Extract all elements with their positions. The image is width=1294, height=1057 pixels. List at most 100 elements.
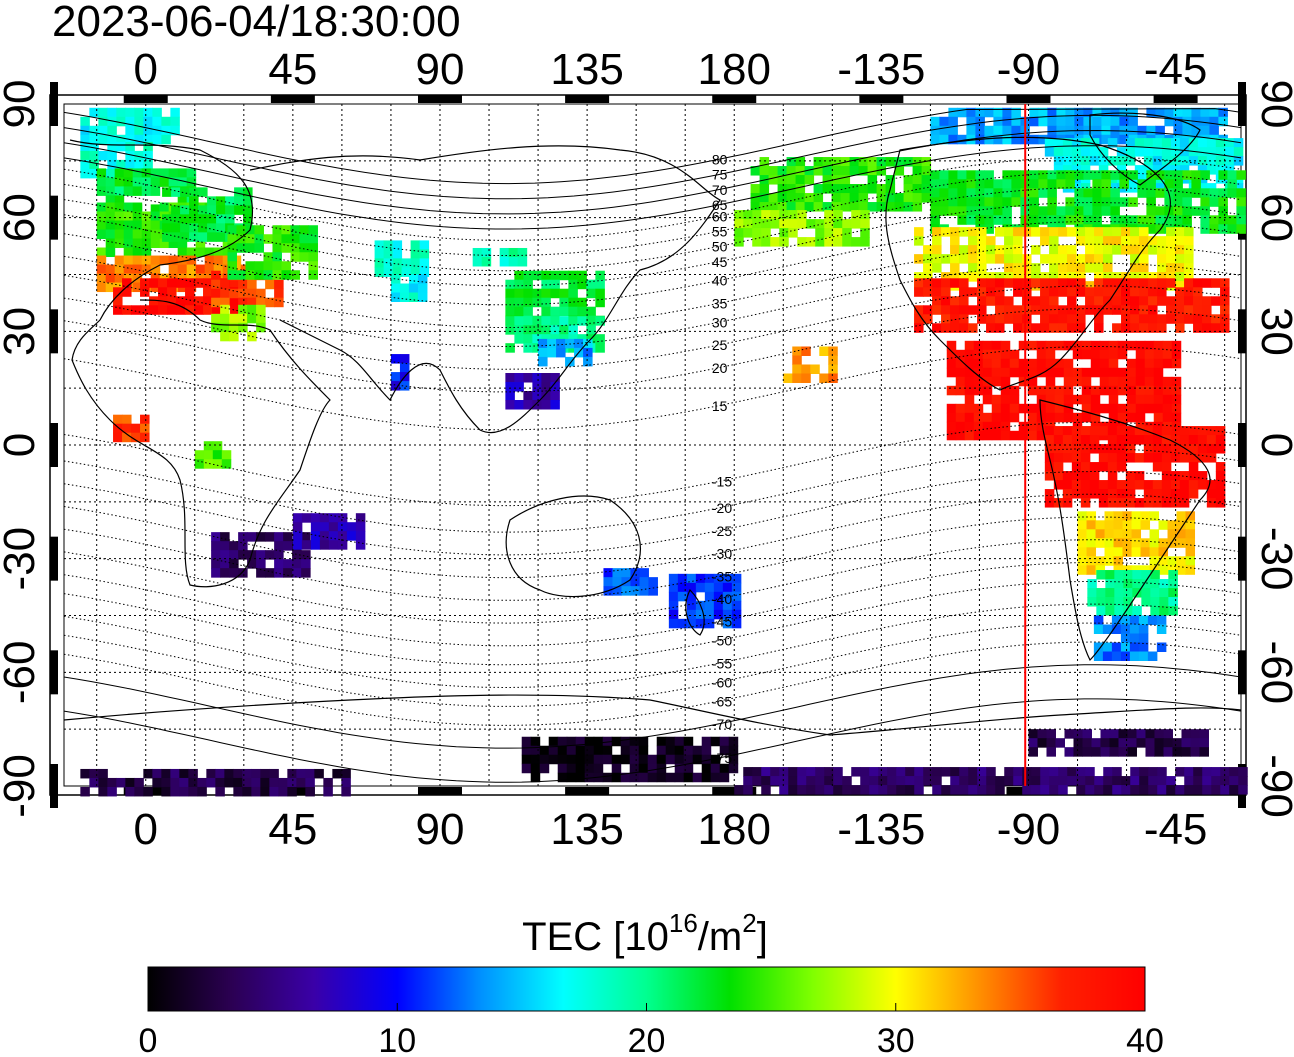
tec-cell <box>213 247 224 258</box>
tec-cell <box>991 349 1002 360</box>
tec-cell <box>150 211 161 222</box>
tec-cell <box>1172 747 1182 757</box>
tec-cell <box>177 168 188 178</box>
tec-cell <box>982 358 993 369</box>
tec-cell <box>840 166 851 176</box>
tec-cell <box>132 229 143 240</box>
frame-bar-top <box>270 95 315 103</box>
tec-cell <box>1162 349 1173 360</box>
tec-cell <box>1179 435 1190 445</box>
tec-cell <box>1121 227 1131 237</box>
tec-cell <box>1206 156 1217 166</box>
tec-cell <box>831 175 842 185</box>
tec-cell <box>995 227 1005 237</box>
tec-cell <box>1085 785 1095 795</box>
frame-bar-bottom <box>417 787 462 795</box>
tec-cell <box>123 238 134 249</box>
tec-cell <box>1095 556 1106 566</box>
tec-cell <box>1027 376 1038 387</box>
tec-cell <box>204 264 215 275</box>
tec-cell <box>211 322 221 333</box>
maglat-label: -65 <box>712 693 732 709</box>
tec-cell <box>105 247 116 258</box>
tec-cell <box>220 288 230 299</box>
tec-cell <box>731 618 742 629</box>
tec-cell <box>1179 471 1190 481</box>
tec-cell <box>930 125 940 136</box>
tec-cell <box>1054 340 1065 351</box>
tec-cell <box>950 776 960 786</box>
tec-cell <box>1058 272 1068 282</box>
tec-cell <box>704 609 715 620</box>
tec-cell <box>114 186 125 196</box>
tec-cell <box>1091 738 1101 748</box>
tec-cell <box>1143 426 1154 436</box>
tec-cell <box>514 316 524 326</box>
tec-cell <box>1090 349 1101 360</box>
tec-cell <box>1215 435 1226 445</box>
tec-cell <box>867 184 878 194</box>
tec-cell <box>557 736 568 747</box>
tec-cell <box>1103 236 1113 246</box>
tec-cell <box>417 274 428 284</box>
tec-cell <box>1063 376 1074 387</box>
tec-cell <box>968 272 978 282</box>
left-lat-label: -90 <box>0 754 44 818</box>
tec-cell <box>955 358 966 369</box>
tec-cell <box>1076 305 1086 315</box>
tec-cell <box>1156 615 1167 625</box>
tec-cell <box>96 177 107 187</box>
tec-cell <box>1191 188 1201 198</box>
tec-cell <box>189 232 199 242</box>
tec-cell <box>274 532 284 542</box>
tec-cell <box>975 125 985 136</box>
tec-cell <box>1105 597 1115 607</box>
tec-cell <box>505 288 515 299</box>
tec-cell <box>1086 520 1097 530</box>
tec-cell <box>539 754 550 765</box>
tec-cell <box>1209 188 1219 198</box>
tec-cell <box>1121 287 1131 297</box>
tec-cell <box>982 421 993 432</box>
tec-cell <box>1002 197 1012 207</box>
tec-cell <box>1188 138 1199 148</box>
tec-cell <box>1099 403 1110 414</box>
tec-cell <box>1031 272 1041 282</box>
tec-cell <box>171 223 181 233</box>
tec-cell <box>1126 358 1137 369</box>
tec-cell <box>1127 747 1137 757</box>
tec-cell <box>955 376 966 387</box>
tec-cell <box>236 270 246 280</box>
tec-cell <box>575 763 586 774</box>
maglat-contour <box>63 156 1242 241</box>
tec-cell <box>247 288 257 299</box>
tec-cell <box>107 168 117 179</box>
tec-cell <box>341 768 351 779</box>
tec-cell <box>1130 236 1140 246</box>
tec-cell <box>263 234 273 244</box>
tec-cell <box>1053 165 1064 175</box>
tec-cell <box>630 577 640 587</box>
tec-cell <box>80 116 90 127</box>
tec-cell <box>141 211 152 222</box>
tec-cell <box>1103 296 1113 306</box>
tec-cell <box>1118 729 1128 739</box>
tec-cell <box>1031 305 1041 315</box>
tec-cell <box>950 785 960 795</box>
tec-cell <box>995 305 1005 315</box>
tec-cell <box>819 346 829 356</box>
tec-cell <box>194 305 204 315</box>
tec-cell <box>383 249 394 259</box>
tec-cell <box>1161 138 1172 148</box>
tec-cell <box>602 736 613 747</box>
tec-cell <box>532 391 542 401</box>
tec-cell <box>1112 278 1122 288</box>
tec-cell <box>867 175 878 185</box>
tec-cell <box>89 134 99 145</box>
tec-cell <box>686 591 697 602</box>
tec-cell <box>1167 529 1178 539</box>
tec-cell <box>801 373 811 383</box>
tec-cell <box>930 188 940 198</box>
tec-cell <box>213 264 224 275</box>
tec-cell <box>713 573 724 584</box>
